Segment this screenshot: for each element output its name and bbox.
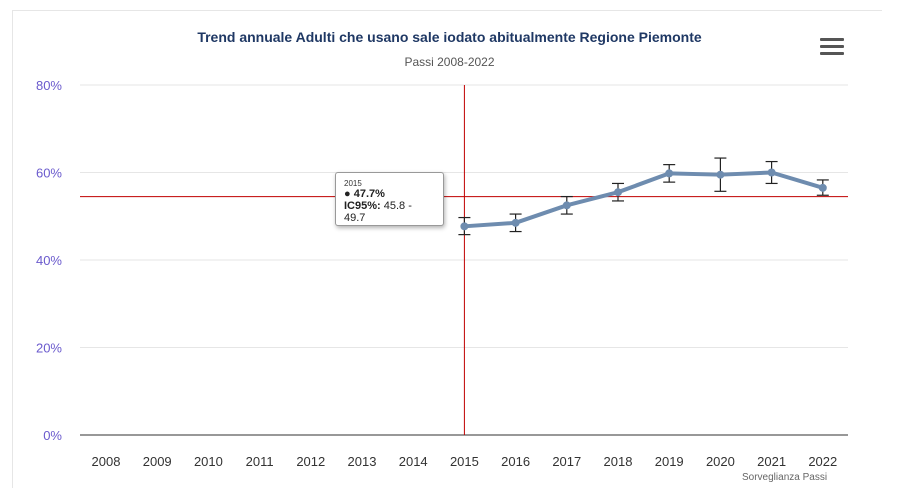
y-tick-label: 20%	[36, 341, 62, 356]
tooltip-ci-label: IC95%:	[344, 200, 381, 212]
series-layer	[458, 157, 829, 236]
data-tooltip: 2015 ● 47.7% IC95%: 45.8 - 49.7	[335, 172, 444, 226]
x-tick-label: 2020	[706, 454, 735, 469]
tooltip-bullet-icon: ●	[344, 188, 354, 200]
tooltip-value: 47.7%	[353, 188, 385, 200]
tooltip-ci-line: IC95%: 45.8 - 49.7	[344, 200, 435, 224]
hamburger-menu-icon[interactable]	[820, 38, 844, 58]
data-point	[511, 218, 520, 227]
data-point	[716, 170, 725, 179]
x-tick-label: 2014	[399, 454, 428, 469]
y-tick-labels: 0% 20% 40% 60% 80%	[36, 78, 62, 443]
tooltip-value-line: ● 47.7%	[344, 188, 435, 200]
crosshair	[80, 85, 848, 435]
x-tick-label: 2011	[246, 454, 274, 469]
x-tick-label: 2008	[92, 454, 121, 469]
tooltip-ci-value: 45.8 - 49.7	[344, 200, 412, 224]
data-point	[614, 188, 622, 197]
data-point	[562, 201, 571, 210]
chart-subtitle: Passi 2008-2022	[404, 55, 495, 69]
x-tick-label: 2016	[501, 454, 530, 469]
y-tick-label: 60%	[36, 166, 62, 181]
data-point	[460, 222, 469, 231]
x-tick-label: 2022	[808, 454, 837, 469]
x-tick-label: 2018	[604, 454, 633, 469]
x-tick-label: 2010	[194, 454, 223, 469]
tooltip-year: 2015	[344, 179, 362, 188]
x-tick-label: 2015	[450, 454, 479, 469]
y-tick-label: 80%	[36, 78, 62, 93]
x-tick-label: 2013	[348, 454, 377, 469]
x-tick-label: 2019	[655, 454, 684, 469]
data-point	[767, 168, 776, 177]
y-tick-label: 40%	[36, 253, 62, 268]
x-tick-labels: 2008 2009 2010 2011 2012 2013 2014 2015 2016 2017…	[92, 454, 838, 469]
x-tick-label: 2009	[143, 454, 172, 469]
data-point	[818, 183, 827, 192]
data-point	[665, 169, 674, 178]
x-tick-label: 2017	[552, 454, 581, 469]
y-tick-label: 0%	[43, 428, 62, 443]
chart-frame	[12, 10, 882, 488]
x-tick-label: 2021	[757, 454, 786, 469]
chart-title: Trend annuale Adulti che usano sale ioda…	[197, 29, 702, 45]
series-line	[462, 170, 825, 229]
chart-credits[interactable]: Sorveglianza Passi	[742, 472, 828, 483]
x-tick-label: 2012	[296, 454, 325, 469]
